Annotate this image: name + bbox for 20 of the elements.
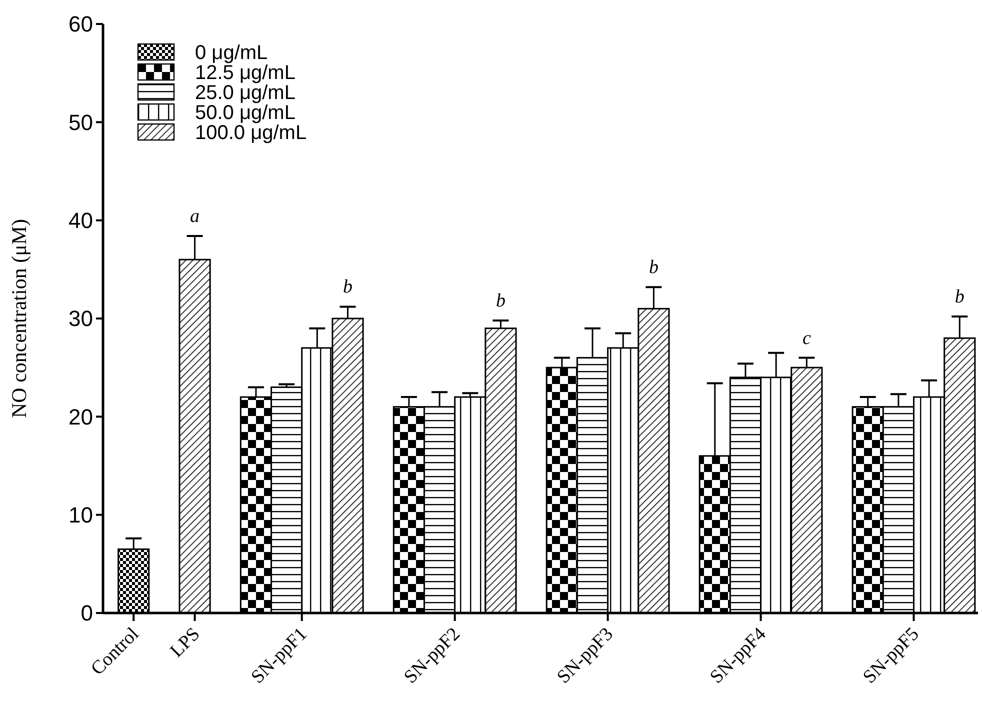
annotation: b [496, 290, 506, 312]
y-tick-label: 10 [68, 502, 93, 528]
legend-label: 0 μg/mL [195, 42, 268, 64]
annotation: b [954, 286, 964, 308]
annotation: b [343, 276, 353, 298]
y-tick-label: 60 [68, 12, 93, 37]
legend-label: 25.0 μg/mL [195, 82, 296, 104]
annotation: c [802, 328, 812, 349]
y-axis-title: NO concentration (μM) [7, 218, 31, 418]
legend-label: 50.0 μg/mL [195, 102, 296, 124]
annotation: b [648, 257, 658, 278]
legend-label: 100.0 μg/mL [195, 122, 307, 144]
y-tick-label: 50 [68, 110, 93, 135]
annotation: a [190, 206, 200, 228]
y-tick-label: 30 [68, 306, 93, 332]
legend-label: 12.5 μg/mL [195, 62, 296, 84]
y-tick-label: 0 [80, 600, 93, 626]
y-tick-label: 20 [68, 404, 93, 430]
y-tick-label: 40 [68, 208, 93, 234]
x-tick-label: LPS [166, 624, 204, 662]
